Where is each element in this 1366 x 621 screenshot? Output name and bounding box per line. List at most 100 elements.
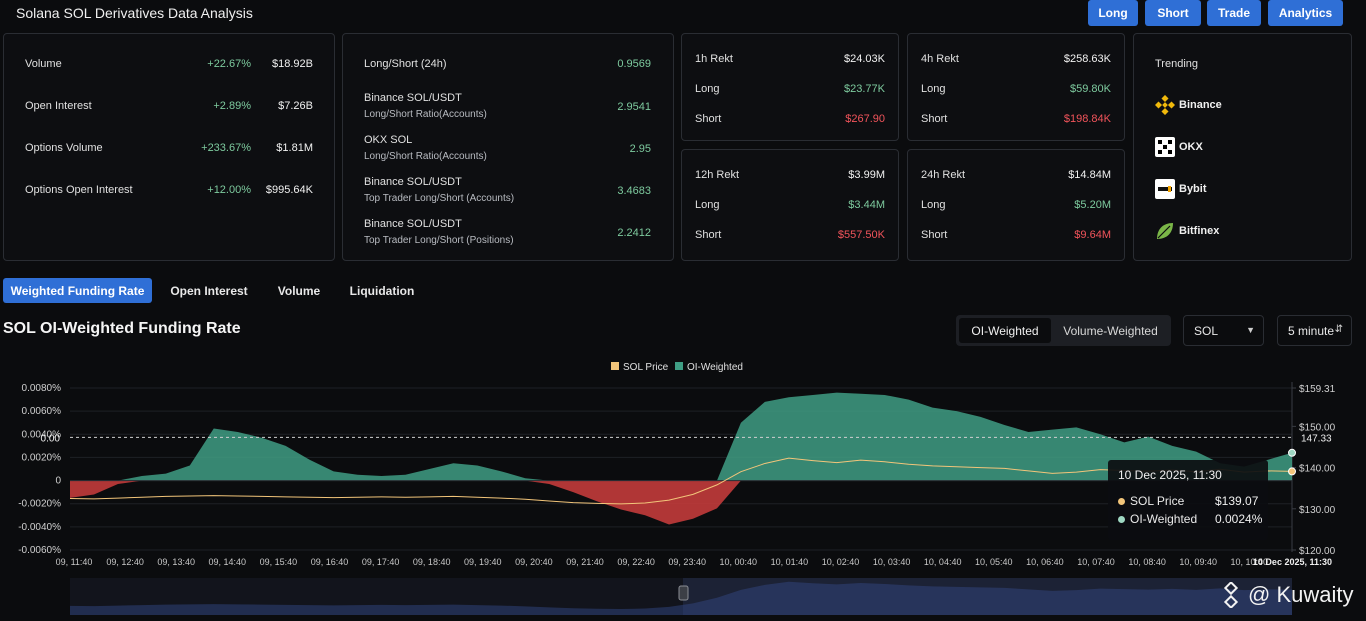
open-interest-value: $7.26B [278,100,313,112]
ratio-value: 0.9569 [617,58,651,70]
rekt-short-value: $267.90 [845,113,885,125]
x-tick-label: 09, 21:40 [566,557,604,567]
rekt-long-value: $59.80K [1070,83,1111,95]
trade-button[interactable]: Trade [1207,0,1261,26]
rekt-title: 1h Rekt [695,53,733,65]
right-tick-label: $140.00 [1299,464,1336,475]
volume-label: Volume [25,58,62,70]
asset-select-value: SOL [1194,323,1219,338]
x-tick-label: 10, 04:40 [924,557,962,567]
ratio-label: Binance SOL/USDT [364,92,462,104]
x-tick-label: 10, 08:40 [1128,557,1166,567]
rekt-long-value: $3.44M [848,199,885,211]
volume-weighted-toggle[interactable]: Volume-Weighted [1063,323,1158,338]
right-tick-label: $120.00 [1299,546,1336,557]
x-tick-label: 09, 14:40 [209,557,247,567]
rekt-long-label: Long [695,199,720,211]
options-volume-change: +233.67% [201,142,251,154]
open-interest-change: +2.89% [213,100,251,112]
overview-card: Volume +22.67% $18.92B Open Interest +2.… [3,33,335,261]
sol-price-marker [1288,467,1296,476]
interval-select[interactable]: 5 minute ⇵ [1277,315,1352,346]
trending-item-bybit[interactable]: Bybit [1155,179,1305,201]
analytics-button[interactable]: Analytics [1268,0,1343,26]
oi-weighted-marker [1288,448,1296,457]
x-tick-label: 10, 09:40 [1179,557,1217,567]
watermark: @ Kuwaity [1218,582,1353,608]
crosshair-right-label: 147.33 [1301,433,1332,444]
rekt-short-label: Short [695,229,722,241]
ratio-label: OKX SOL [364,134,413,146]
short-button[interactable]: Short [1145,0,1201,26]
tooltip-value: $139.07 [1215,494,1259,508]
trending-item-bitfinex[interactable]: Bitfinex [1155,221,1305,243]
tooltip-row-sol-price: SOL Price [1118,494,1184,508]
long-button[interactable]: Long [1088,0,1138,26]
options-oi-label: Options Open Interest [25,184,133,196]
x-tick-label: 10, 07:40 [1077,557,1115,567]
legend-swatch-sol-price [611,362,619,370]
right-tick-label: $159.31 [1299,384,1336,395]
rekt-card-1h: 1h Rekt $24.03K Long $23.77K Short $267.… [681,33,899,141]
rekt-short-value: $9.64M [1074,229,1111,241]
left-tick-label: 0 [55,476,61,487]
okx-icon [1155,137,1175,157]
trending-name: Binance [1179,99,1222,111]
rekt-short-value: $198.84K [1063,113,1111,125]
left-tick-label: -0.0020% [18,499,61,510]
x-tick-label: 10, 10:40 [1231,557,1269,567]
right-axis-ticks: $159.31 $150.00 $140.00 $130.00 $120.00 [1292,384,1336,557]
ratio-value: 2.2412 [617,227,651,239]
rekt-card-4h: 4h Rekt $258.63K Long $59.80K Short $198… [907,33,1125,141]
left-tick-label: 0.0040% [22,429,62,440]
rekt-title: 24h Rekt [921,169,966,181]
asset-select[interactable]: SOL ▼ [1183,315,1264,346]
options-volume-label: Options Volume [25,142,103,154]
ratio-value: 3.4683 [617,185,651,197]
x-tick-label: 10, 03:40 [873,557,911,567]
ratio-label: Binance SOL/USDT [364,176,462,188]
tooltip-value: 0.0024% [1215,512,1263,526]
rekt-short-label: Short [921,113,948,125]
tab-weighted-funding-rate[interactable]: Weighted Funding Rate [3,278,152,303]
x-tick-label: 09, 12:40 [106,557,144,567]
legend-swatch-oi-weighted [675,362,683,370]
volume-value: $18.92B [272,58,313,70]
tab-open-interest[interactable]: Open Interest [170,283,248,298]
tab-liquidation[interactable]: Liquidation [349,283,415,298]
x-tick-label: 09, 17:40 [362,557,400,567]
x-tick-label: 10, 06:40 [1026,557,1064,567]
trending-name: Bybit [1179,183,1207,195]
updown-chevron-icon: ⇵ [1334,324,1343,335]
rekt-total: $3.99M [848,169,885,181]
left-tick-label: 0.0080% [22,383,62,394]
tooltip-row-oi-weighted: OI-Weighted [1118,512,1197,526]
ratio-sublabel: Long/Short Ratio(Accounts) [364,109,487,120]
ratio-sublabel: Top Trader Long/Short (Positions) [364,235,514,246]
binance-square-icon [1223,582,1239,608]
top-bar: Solana SOL Derivatives Data Analysis Lon… [0,0,1366,28]
right-tick-label: $150.00 [1299,422,1336,433]
weighting-toggle: OI-Weighted Volume-Weighted [956,315,1171,346]
oi-weighted-dot-icon [1118,516,1125,523]
options-volume-value: $1.81M [276,142,313,154]
oi-weighted-toggle[interactable]: OI-Weighted [959,318,1051,343]
x-tick-label: 10, 02:40 [822,557,860,567]
navigator-track [70,578,1292,615]
rekt-short-value: $557.50K [837,229,885,241]
x-axis-ticks: 09, 11:40 09, 12:40 09, 13:40 09, 14:40 09, … [56,557,1332,567]
trending-item-binance[interactable]: Binance [1155,95,1305,117]
watermark-text: @ Kuwaity [1248,582,1354,607]
trending-name: Bitfinex [1179,225,1220,237]
page-title: Solana SOL Derivatives Data Analysis [16,5,253,21]
range-navigator [70,578,1292,615]
left-tick-label: -0.0040% [18,522,61,533]
rekt-title: 12h Rekt [695,169,740,181]
tooltip-label: OI-Weighted [1130,512,1198,526]
tooltip-label: SOL Price [1130,494,1185,508]
trending-item-okx[interactable]: OKX [1155,137,1305,159]
tab-volume[interactable]: Volume [277,283,321,298]
rekt-long-label: Long [695,83,720,95]
binance-icon [1155,95,1175,115]
rekt-short-label: Short [695,113,722,125]
